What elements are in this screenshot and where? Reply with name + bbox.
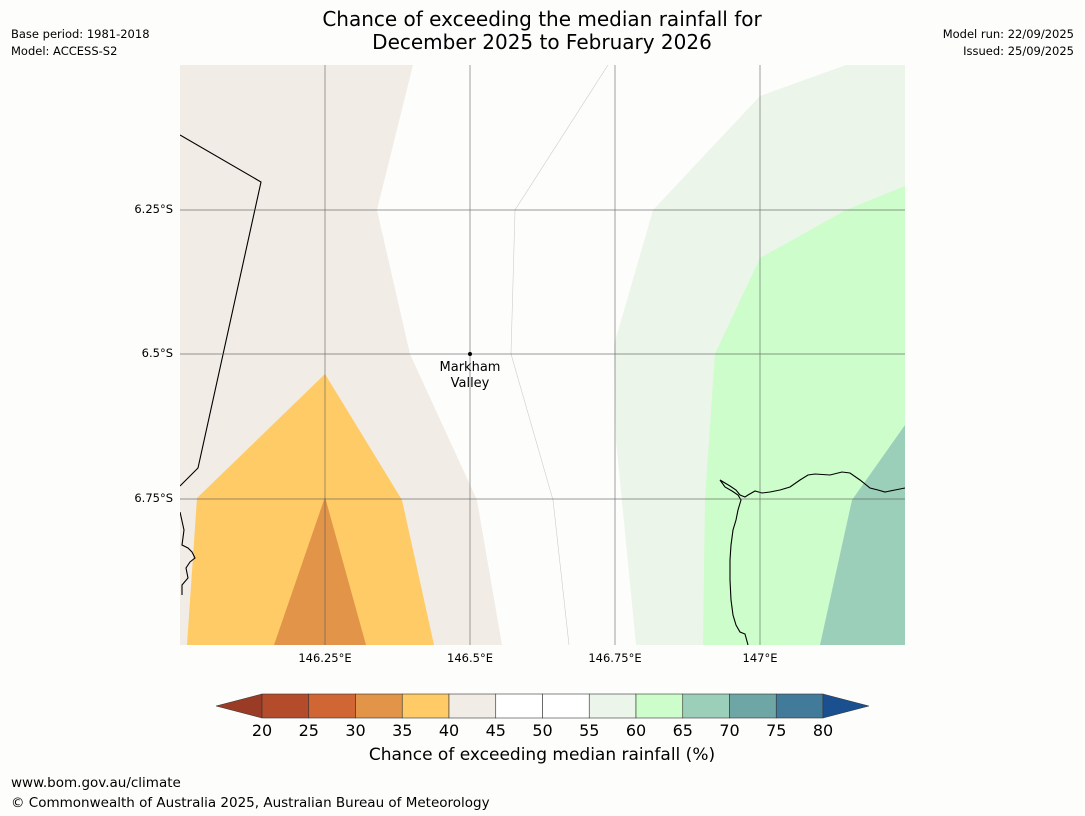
colorbar-label-35: 35	[392, 721, 413, 740]
colorbar-label-65: 65	[672, 721, 693, 740]
colorbar-cell-55-60	[588, 693, 637, 719]
title-line-2: December 2025 to February 2026	[372, 30, 712, 54]
colorbar-label-40: 40	[438, 721, 460, 740]
colorbar-cell-40-45	[448, 693, 497, 719]
colorbar-label-50: 50	[532, 721, 553, 740]
colorbar-cell-45-50	[495, 693, 543, 719]
colorbar-label-55: 55	[579, 721, 600, 740]
map-title: Chance of exceeding the median rainfall …	[192, 8, 892, 54]
model-run: Model run: 22/09/2025	[942, 27, 1074, 41]
colorbar-cell-75-80	[775, 693, 824, 719]
colorbar-label-80: 80	[812, 721, 834, 740]
title-line-1: Chance of exceeding the median rainfall …	[322, 7, 762, 31]
x-tick-146-75e: 146.75°E	[588, 651, 642, 665]
colorbar-extend-low	[215, 693, 263, 719]
band-65-70	[820, 425, 905, 645]
colorbar-label-60: 60	[625, 721, 647, 740]
y-tick-6-75s: 6.75°S	[134, 491, 173, 505]
place-label-line-1: Markham	[439, 360, 501, 375]
colorbar-cell-65-70	[682, 693, 730, 719]
place-label-markham-valley: Markham Valley	[420, 360, 520, 392]
colorbar-label-30: 30	[345, 721, 366, 740]
coastline-east	[719, 471, 905, 645]
map-layers	[180, 65, 905, 645]
colorbar-cells	[261, 693, 824, 719]
x-tick-146-25e: 146.25°E	[298, 651, 352, 665]
colorbar-cell-50-55	[542, 693, 590, 719]
colorbar-cell-35-40	[401, 693, 450, 719]
colorbar-cell-25-30	[308, 693, 356, 719]
band-30-35	[274, 497, 366, 645]
colorbar-label-20: 20	[251, 721, 273, 740]
issued-date: Issued: 25/09/2025	[963, 44, 1074, 58]
y-tick-6-25s: 6.25°S	[134, 202, 173, 216]
model-name: Model: ACCESS-S2	[11, 44, 118, 58]
footer-url[interactable]: www.bom.gov.au/climate	[11, 775, 181, 791]
band-35-40	[187, 374, 434, 645]
place-label-line-2: Valley	[450, 376, 490, 391]
footer-copyright: © Commonwealth of Australia 2025, Austra…	[11, 795, 490, 811]
y-tick-6-5s: 6.5°S	[141, 346, 173, 360]
colorbar-label-25: 25	[298, 721, 319, 740]
border-line	[180, 134, 262, 487]
colorbar-extend-high	[822, 693, 870, 719]
colorbar-label-45: 45	[485, 721, 506, 740]
meta-left: Base period: 1981-2018 Model: ACCESS-S2	[11, 26, 150, 60]
base-period: Base period: 1981-2018	[11, 27, 150, 41]
colorbar-label-70: 70	[719, 721, 740, 740]
x-tick-146-5e: 146.5°E	[447, 651, 493, 665]
colorbar	[215, 693, 870, 719]
x-tick-147e: 147°E	[742, 651, 778, 665]
colorbar-title: Chance of exceeding median rainfall (%)	[368, 745, 716, 765]
colorbar-cell-30-35	[355, 693, 403, 719]
meta-right: Model run: 22/09/2025 Issued: 25/09/2025	[943, 26, 1074, 60]
coastline-west	[180, 511, 196, 595]
colorbar-cell-70-75	[729, 693, 777, 719]
markham-valley-marker[interactable]	[468, 352, 472, 356]
colorbar-label-75: 75	[766, 721, 787, 740]
colorbar-cell-60-65	[635, 693, 684, 719]
colorbar-cell-20-25	[261, 693, 310, 719]
